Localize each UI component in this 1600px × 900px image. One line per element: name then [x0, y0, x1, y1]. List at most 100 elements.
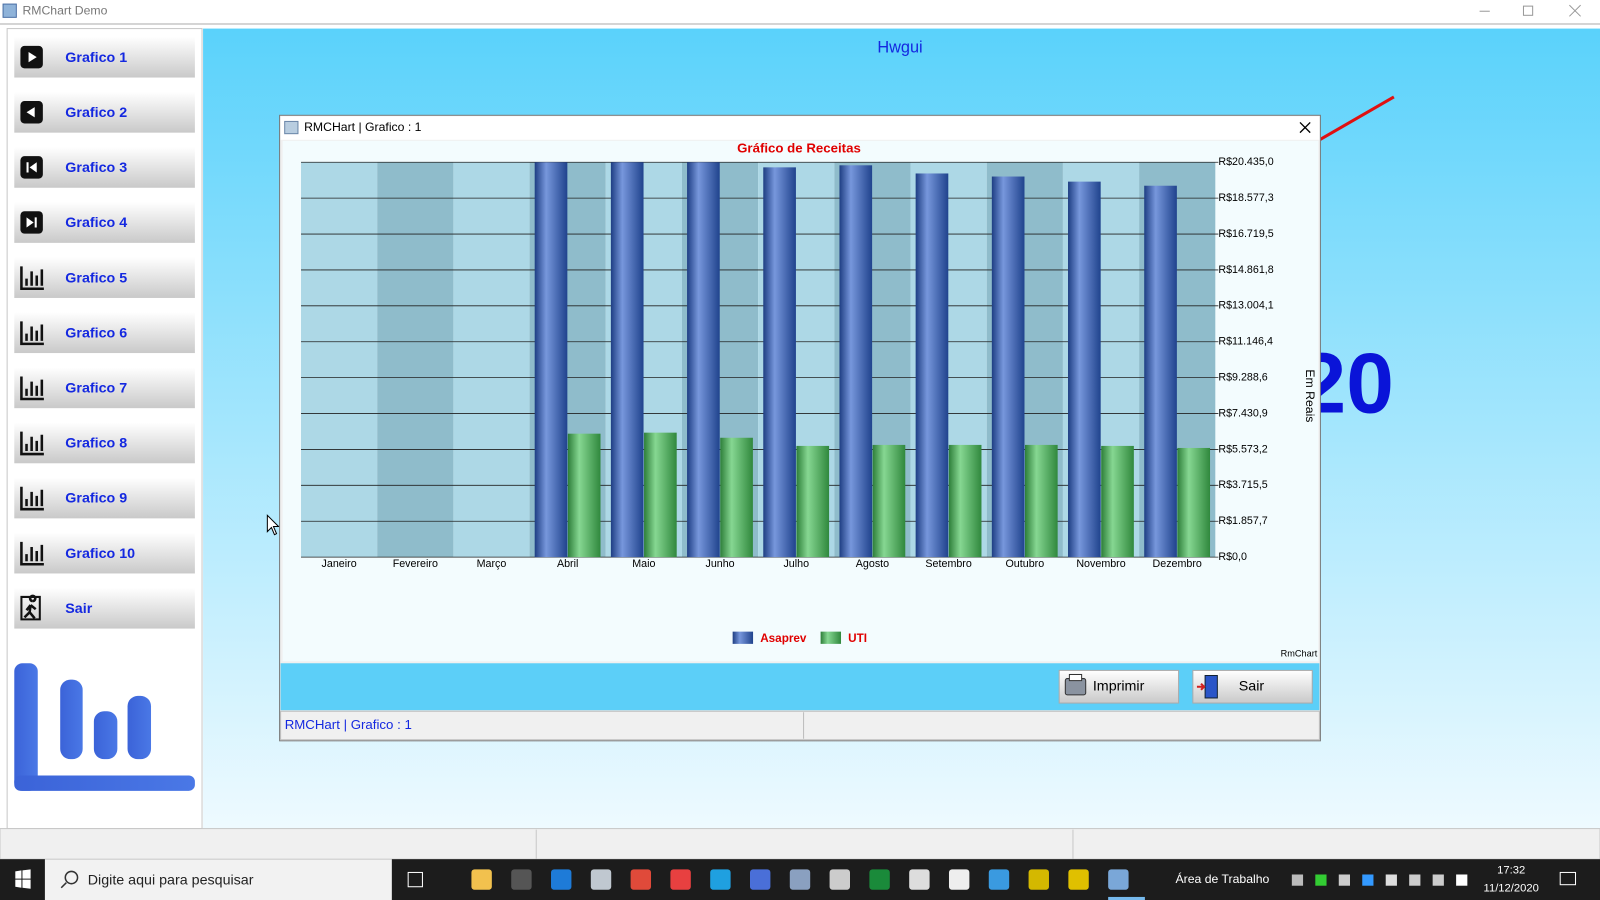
tray-icon[interactable]: [1291, 874, 1304, 886]
sidebar-button-label: Grafico 1: [65, 50, 127, 66]
restore-button[interactable]: [1522, 5, 1534, 16]
button-icon: [26, 107, 35, 118]
taskbar-app[interactable]: [829, 869, 850, 890]
sidebar-button[interactable]: [14, 367, 195, 409]
sidebar-button-label: Grafico 6: [65, 325, 127, 341]
taskbar-app[interactable]: [590, 869, 612, 890]
taskbar-app[interactable]: [750, 869, 771, 890]
sidebar-button[interactable]: [14, 532, 195, 574]
y-tick-label: R$5.573,2: [1218, 443, 1267, 455]
sidebar-button-label: Grafico 9: [65, 491, 127, 507]
taskbar-app[interactable]: [1108, 869, 1129, 890]
dialog-title: RMCHart | Grafico : 1: [304, 120, 422, 134]
taskbar-app[interactable]: [988, 869, 1010, 890]
close-button[interactable]: [1569, 4, 1581, 17]
notifications[interactable]: [1559, 871, 1577, 886]
y-tick-label: R$1.857,7: [1218, 515, 1267, 527]
bar: [1101, 445, 1134, 558]
bar: [644, 432, 677, 558]
taskbar-app[interactable]: [789, 869, 811, 890]
taskbar-app[interactable]: [909, 869, 930, 890]
clock-date: 11/12/2020: [1484, 883, 1539, 895]
y-tick-label: R$13.004,1: [1218, 300, 1273, 312]
taskbar-app[interactable]: [670, 869, 691, 890]
legend-swatch: [820, 631, 842, 644]
button-icon: [20, 541, 44, 566]
tray-icon[interactable]: [1456, 874, 1468, 886]
taskbar-app[interactable]: [710, 869, 731, 890]
tray-icon[interactable]: [1432, 874, 1444, 886]
sidebar-button[interactable]: [14, 146, 195, 188]
dialog-close[interactable]: [1299, 121, 1311, 134]
sidebar-button[interactable]: [14, 422, 195, 464]
logo-bar: [60, 679, 83, 760]
bar: [839, 165, 873, 558]
y-tick-label: R$11.146,4: [1218, 336, 1273, 348]
bar: [534, 162, 568, 558]
y-axis-label: Em Reais: [1303, 369, 1317, 422]
search-icon: [60, 882, 67, 889]
x-tick-label: Novembro: [1076, 558, 1125, 570]
y-tick-label: R$7.430,9: [1218, 407, 1267, 419]
button-icon: [1196, 682, 1206, 691]
tray-icon[interactable]: [1385, 874, 1397, 886]
taskbar-app[interactable]: [551, 869, 572, 890]
legend-label: Asaprev: [760, 632, 807, 645]
bar: [1025, 444, 1058, 558]
sidebar-button[interactable]: [14, 257, 195, 298]
app-icon: [2, 3, 17, 18]
taskbar-app[interactable]: [630, 869, 652, 890]
header: Hwgui: [877, 38, 922, 56]
button-icon: [1068, 673, 1083, 682]
clock-time: 17:32: [1497, 864, 1525, 876]
sidebar-button-label: Grafico 7: [65, 381, 127, 397]
button-icon: [28, 52, 37, 63]
taskbar-app[interactable]: [471, 869, 492, 890]
y-tick-label: R$3.715,5: [1218, 479, 1267, 491]
sidebar-button[interactable]: [14, 36, 195, 78]
task-view[interactable]: [407, 871, 423, 888]
x-tick-label: Janeiro: [322, 558, 357, 570]
bar: [991, 176, 1025, 558]
x-tick-label: Dezembro: [1153, 558, 1202, 570]
sidebar-button[interactable]: [14, 587, 195, 629]
sidebar-button[interactable]: [14, 91, 195, 133]
button-icon: [26, 217, 37, 228]
bar: [567, 433, 601, 558]
taskbar-icons: [407, 869, 1468, 900]
chart-title: Gráfico de Receitas: [737, 140, 861, 155]
tray-icon[interactable]: [1315, 874, 1327, 886]
button-icon: [20, 376, 44, 401]
taskbar-app[interactable]: [1068, 869, 1089, 890]
tray-icon[interactable]: [1409, 874, 1421, 886]
bar: [687, 162, 720, 558]
button-icon: [20, 486, 44, 511]
taskbar-app[interactable]: [948, 869, 970, 890]
sidebar-button-label: Grafico 10: [65, 546, 135, 562]
search-box[interactable]: [44, 859, 392, 900]
taskbar-app[interactable]: [1028, 869, 1049, 890]
sidebar-button[interactable]: [14, 312, 195, 354]
start-button[interactable]: [15, 869, 31, 889]
tray-icon[interactable]: [1338, 874, 1350, 886]
sidebar-button[interactable]: [14, 477, 195, 519]
x-tick-label: Julho: [783, 558, 809, 570]
y-tick-label: R$14.861,8: [1218, 264, 1273, 276]
taskbar-app[interactable]: [511, 869, 532, 890]
taskbar-app[interactable]: [869, 869, 890, 890]
tray-icon[interactable]: [1362, 874, 1374, 886]
dialog-title-bar: [280, 116, 1320, 140]
y-tick-label: R$20.435,0: [1218, 156, 1273, 168]
column-band: [453, 162, 530, 558]
sidebar-button-label: Sair: [65, 601, 92, 617]
x-tick-label: Agosto: [856, 558, 889, 570]
sidebar-button[interactable]: [14, 202, 195, 243]
active-indicator: [1108, 896, 1145, 900]
dialog-button-label: Imprimir: [1093, 679, 1145, 695]
logo-bar: [14, 775, 195, 791]
bar: [1177, 447, 1211, 558]
y-tick-label: R$9.288,6: [1218, 371, 1267, 383]
chart-footer: RmChart: [1281, 649, 1318, 659]
